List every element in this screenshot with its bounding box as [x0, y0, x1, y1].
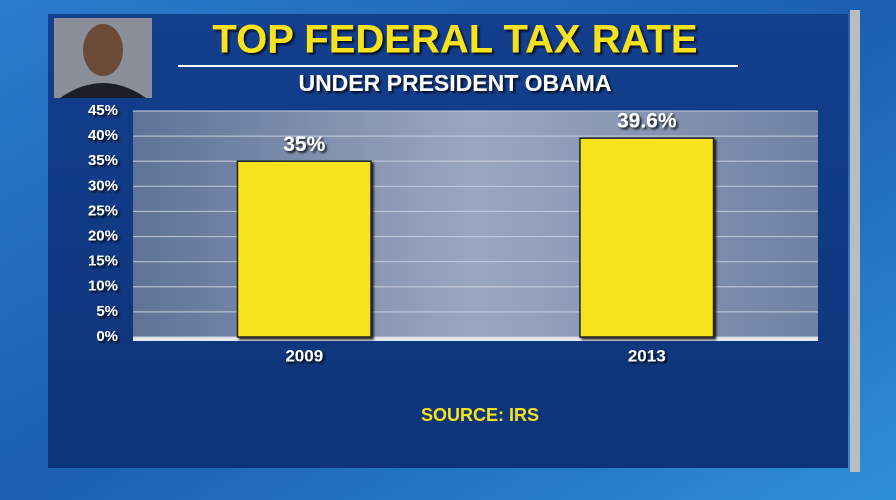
y-tick-label: 0% — [96, 328, 118, 345]
y-tick-label: 15% — [88, 253, 118, 270]
chart-subtitle: UNDER PRESIDENT OBAMA — [298, 70, 611, 96]
x-tick-label: 2009 — [285, 346, 323, 365]
chart-title: TOP FEDERAL TAX RATE — [212, 18, 697, 62]
bar — [236, 160, 372, 338]
y-tick-label: 45% — [88, 102, 118, 119]
value-label: 35% — [283, 133, 325, 156]
x-tick-label: 2013 — [628, 346, 666, 365]
portrait-suit — [60, 83, 146, 98]
y-tick-label: 10% — [88, 278, 118, 295]
y-tick-label: 20% — [88, 228, 118, 245]
bar — [579, 137, 715, 338]
portrait-face — [83, 24, 123, 76]
plot-area — [133, 111, 818, 337]
y-tick-label: 35% — [88, 152, 118, 169]
panel-edge — [850, 10, 860, 472]
source: SOURCE: IRS — [421, 405, 539, 425]
value-label: 39.6% — [617, 110, 677, 133]
y-tick-label: 25% — [88, 202, 118, 219]
y-tick-label: 40% — [88, 127, 118, 144]
y-tick-label: 30% — [88, 177, 118, 194]
y-tick-label: 5% — [96, 303, 118, 320]
